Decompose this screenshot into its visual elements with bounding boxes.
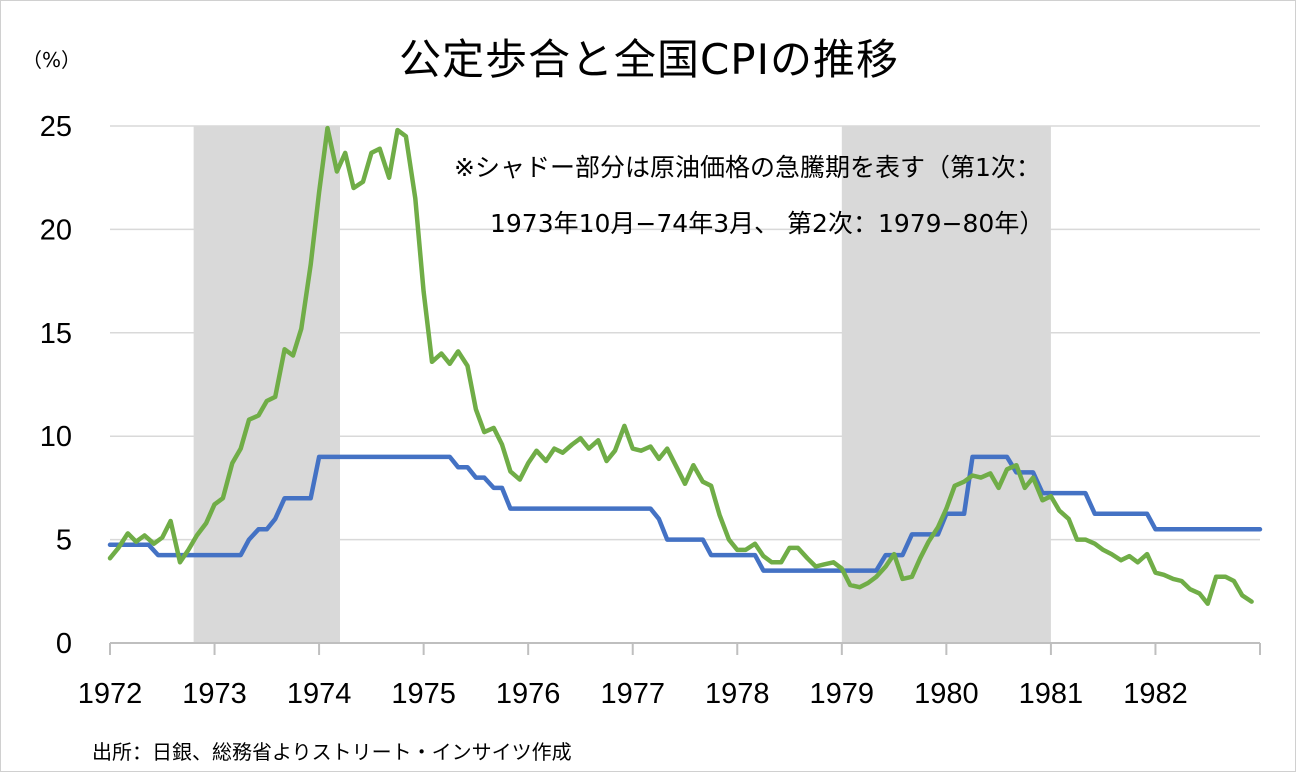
source-note: 出所：日銀、総務省よりストリート・インサイツ作成: [92, 740, 572, 764]
series-line-2: [107, 125, 1254, 606]
y-tick-label: 5: [56, 525, 72, 557]
y-axis-unit: （%）: [22, 48, 82, 72]
y-tick-label: 15: [40, 318, 72, 350]
x-tick-label: 1980: [914, 678, 979, 710]
x-tick-label: 1974: [287, 678, 352, 710]
series-line-1: [107, 454, 1263, 573]
y-tick-label: 0: [56, 628, 72, 660]
x-tick-label: 1977: [600, 678, 665, 710]
annotation-line-1: ※シャドー部分は原油価格の急騰期を表す（第1次：: [454, 153, 1041, 182]
x-tick-label: 1972: [78, 678, 143, 710]
x-tick-label: 1975: [391, 678, 456, 710]
annotation-line-2: 1973年10月−74年3月、 第2次：1979−80年）: [490, 209, 1044, 238]
shade-period-2: [841, 126, 1051, 643]
x-tick-label: 1976: [496, 678, 561, 710]
chart-title: 公定歩合と全国CPIの推移: [398, 35, 900, 84]
x-tick-label: 1978: [705, 678, 770, 710]
x-tick-label: 1979: [810, 678, 875, 710]
x-tick-label: 1982: [1123, 678, 1188, 710]
y-tick-label: 20: [40, 214, 72, 246]
y-tick-label: 10: [40, 421, 72, 453]
x-tick-label: 1981: [1019, 678, 1084, 710]
y-tick-label: 25: [40, 111, 72, 143]
x-tick-label: 1973: [182, 678, 247, 710]
